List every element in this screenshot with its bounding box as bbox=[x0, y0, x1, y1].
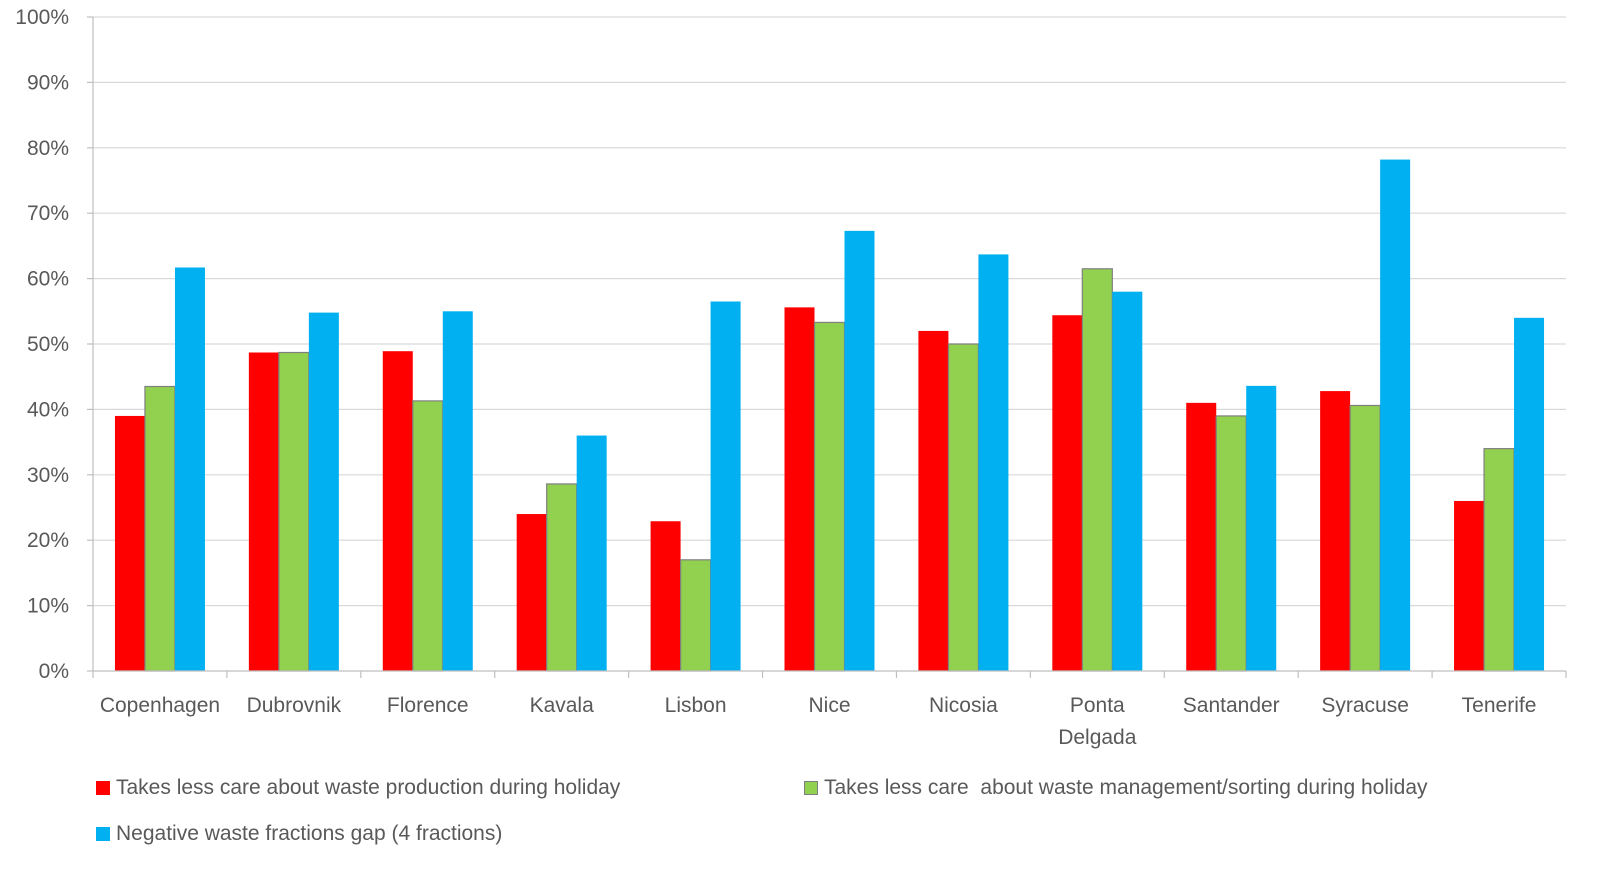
legend-item-series-1: Takes less care about waste management/s… bbox=[804, 776, 1428, 800]
bar-blue-florence bbox=[442, 311, 473, 671]
x-tick-label: Copenhagen bbox=[100, 694, 220, 717]
bar-blue-santander bbox=[1246, 385, 1277, 671]
bar-blue-lisbon bbox=[710, 301, 741, 671]
bar-green-nicosia bbox=[947, 343, 980, 672]
bar-red-dubrovnik bbox=[248, 352, 279, 671]
legend-label: Takes less care about waste production d… bbox=[116, 776, 621, 799]
bar-green-lisbon bbox=[679, 559, 712, 672]
y-tick-label: 20% bbox=[27, 529, 69, 552]
bar-green-florence bbox=[412, 400, 444, 672]
bar-blue-nice bbox=[844, 230, 875, 671]
x-tick-label: Tenerife bbox=[1462, 694, 1537, 717]
x-tick-label: Syracuse bbox=[1321, 694, 1409, 717]
bar-green-kavala bbox=[546, 483, 578, 672]
legend-label: Negative waste fractions gap (4 fraction… bbox=[116, 822, 503, 845]
x-tick-label: Nicosia bbox=[929, 694, 998, 717]
bar-blue-syracuse bbox=[1380, 159, 1411, 671]
bars bbox=[114, 159, 1545, 672]
y-tick-label: 40% bbox=[27, 398, 69, 421]
y-tick-label: 0% bbox=[39, 660, 69, 683]
y-tick-label: 50% bbox=[27, 333, 69, 356]
y-tick-label: 90% bbox=[27, 71, 69, 94]
legend-item-series-2: Negative waste fractions gap (4 fraction… bbox=[96, 822, 502, 846]
bar-chart: 0% 10% 20% 30% 40% 50% 60% 70% 80% 90% 100% Copenh… bbox=[15, 6, 1567, 749]
y-tick-label: 30% bbox=[27, 464, 69, 487]
bar-green-syracuse bbox=[1349, 404, 1381, 672]
y-axis-ticks: 0% 10% 20% 30% 40% 50% 60% 70% 80% 90% 100% bbox=[15, 6, 69, 683]
bar-red-nice bbox=[784, 307, 815, 671]
x-tick-label: Florence bbox=[387, 694, 469, 717]
bar-red-tenerife bbox=[1454, 500, 1485, 671]
legend-swatch-blue bbox=[96, 827, 110, 841]
bar-green-nice bbox=[813, 321, 846, 672]
x-tick-label: Lisbon bbox=[665, 694, 727, 717]
y-tick-label: 100% bbox=[15, 6, 69, 29]
x-tick-label: Santander bbox=[1183, 694, 1280, 717]
bar-green-tenerife bbox=[1483, 448, 1515, 672]
legend-item-series-0: Takes less care about waste production d… bbox=[96, 776, 620, 800]
legend-swatch-green bbox=[804, 781, 818, 795]
bar-green-ponta-delgada bbox=[1081, 268, 1113, 672]
bar-blue-nicosia bbox=[978, 254, 1009, 672]
bar-blue-dubrovnik bbox=[308, 312, 339, 671]
x-tick-label: Nice bbox=[808, 694, 850, 717]
bar-red-santander bbox=[1186, 402, 1217, 671]
bar-red-nicosia bbox=[918, 330, 949, 671]
bar-blue-copenhagen bbox=[174, 267, 205, 671]
bar-red-florence bbox=[382, 351, 413, 671]
bar-red-syracuse bbox=[1320, 391, 1351, 671]
y-tick-label: 70% bbox=[27, 202, 69, 225]
bar-blue-kavala bbox=[576, 435, 607, 671]
bar-green-santander bbox=[1215, 415, 1247, 672]
bar-green-dubrovnik bbox=[278, 351, 310, 672]
bar-red-lisbon bbox=[650, 521, 681, 671]
legend-swatch-red bbox=[96, 781, 110, 795]
bar-red-copenhagen bbox=[114, 415, 145, 671]
x-tick-label: Ponta Delgada bbox=[1058, 694, 1137, 749]
bar-blue-tenerife bbox=[1514, 317, 1545, 671]
y-tick-label: 60% bbox=[27, 268, 69, 291]
bar-red-ponta-delgada bbox=[1052, 315, 1083, 671]
bar-red-kavala bbox=[516, 514, 547, 671]
y-tick-label: 80% bbox=[27, 137, 69, 160]
bar-green-copenhagen bbox=[144, 385, 176, 672]
x-tick-label: Kavala bbox=[530, 694, 595, 717]
x-axis-ticks: Copenhagen Dubrovnik Florence Kavala Lisbon N… bbox=[100, 694, 1537, 749]
x-tick-label: Dubrovnik bbox=[247, 694, 342, 717]
bar-blue-ponta-delgada bbox=[1112, 291, 1143, 671]
y-tick-label: 10% bbox=[27, 595, 69, 618]
legend-label: Takes less care about waste management/s… bbox=[824, 776, 1428, 799]
axes bbox=[87, 16, 1567, 678]
